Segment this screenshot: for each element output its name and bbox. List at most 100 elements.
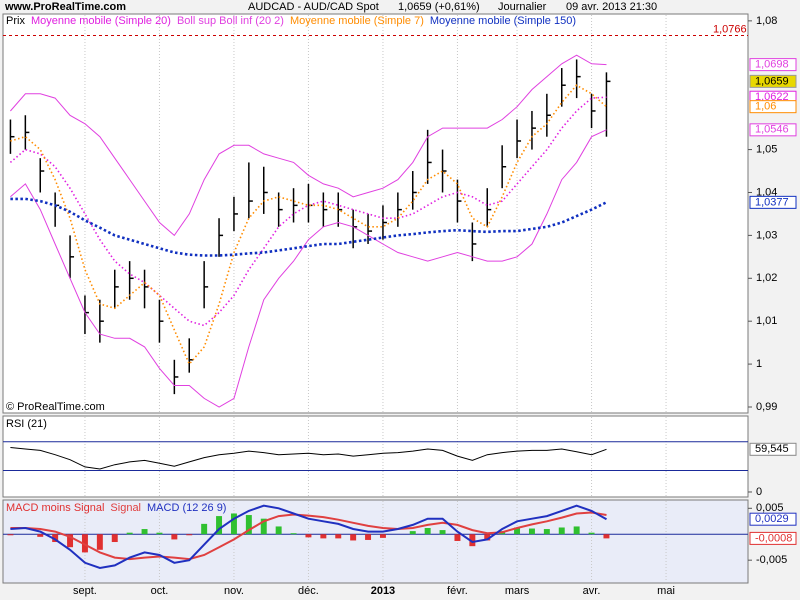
x-tick-label: 2013 <box>371 585 395 597</box>
histogram-bar <box>126 532 133 535</box>
histogram-bar <box>141 529 148 535</box>
legend-entry: Moyenne mobile (Simple 7) <box>290 15 424 27</box>
y-tick-label: 1,05 <box>756 143 777 155</box>
y-tick-label: 1 <box>756 358 762 370</box>
value-label: 1,0377 <box>755 196 789 208</box>
legend-entry: Moyenne mobile (Simple 20) <box>31 15 171 27</box>
x-tick-label: déc. <box>298 585 319 597</box>
x-tick-label: mai <box>657 585 675 597</box>
reference-label: 1,0766 <box>713 23 747 35</box>
value-label: -0,0008 <box>755 532 792 544</box>
histogram-bar <box>573 526 580 535</box>
legend-entry: Signal <box>110 502 141 514</box>
histogram-bar <box>156 532 163 535</box>
histogram-bar <box>52 534 59 543</box>
histogram-bar <box>365 534 372 540</box>
histogram-bar <box>81 534 88 553</box>
legend-entry: Prix <box>6 15 25 27</box>
macd-line <box>10 504 607 570</box>
histogram-bar <box>454 534 461 541</box>
legend-entry: MACD (12 26 9) <box>147 502 226 514</box>
y-tick-label: 0,99 <box>756 401 777 413</box>
y-tick-label: 0 <box>756 486 762 498</box>
histogram-bar <box>186 534 193 536</box>
histogram-bar <box>245 515 252 535</box>
x-tick-label: avr. <box>583 585 601 597</box>
value-label-box <box>749 74 797 88</box>
histogram-bar <box>290 533 297 535</box>
histogram-bar <box>216 516 223 535</box>
x-tick-label: oct. <box>151 585 169 597</box>
histogram-bar <box>350 534 357 541</box>
x-tick-label: sept. <box>73 585 97 597</box>
value-label-box <box>749 442 797 456</box>
y-tick-label: 1,08 <box>756 15 777 27</box>
value-label-box <box>749 195 797 209</box>
histogram-bar <box>469 534 476 547</box>
histogram-bar <box>603 534 610 539</box>
histogram-bar <box>588 532 595 535</box>
value-label-box <box>749 512 797 526</box>
moving-average <box>10 197 608 257</box>
histogram-bar <box>201 523 208 535</box>
histogram-bar <box>67 534 74 548</box>
rsi-panel <box>2 415 749 498</box>
histogram-bar <box>528 528 535 535</box>
value-label-box <box>749 531 797 545</box>
histogram-bar <box>335 534 342 539</box>
quote: 1,0659 (+0,61%) <box>398 1 480 13</box>
y-tick-label: 1,01 <box>756 315 777 327</box>
y-tick-label: -0,005 <box>756 554 787 566</box>
site: www.ProRealTime.com <box>4 1 126 13</box>
date: 09 avr. 2013 21:30 <box>566 1 657 13</box>
value-label: 59,545 <box>755 443 789 455</box>
histogram-bar <box>320 534 327 539</box>
copyright: © ProRealTime.com <box>6 401 105 413</box>
period: Journalier <box>498 1 547 13</box>
histogram-bar <box>558 527 565 535</box>
bollinger-lower <box>10 129 607 408</box>
value-label-box <box>749 123 797 137</box>
legend-entry: Moyenne mobile (Simple 150) <box>430 15 576 27</box>
histogram-bar <box>305 534 312 538</box>
value-label: 1,0546 <box>755 124 789 136</box>
histogram-bar <box>260 518 267 535</box>
value-label: 1,0622 <box>755 91 789 103</box>
value-label: 1,0698 <box>755 59 789 71</box>
histogram-bar <box>171 534 178 540</box>
x-tick-label: nov. <box>224 585 244 597</box>
histogram-bar <box>230 513 237 535</box>
histogram-bar <box>424 528 431 535</box>
moving-average <box>9 96 607 327</box>
macd-panel <box>2 499 749 584</box>
macd-line <box>10 511 607 561</box>
histogram-bar <box>7 534 14 536</box>
x-tick-label: févr. <box>447 585 468 597</box>
price-panel <box>2 13 749 414</box>
histogram-bar <box>484 534 491 541</box>
y-tick-label: 1,02 <box>756 272 777 284</box>
histogram-bar <box>379 534 386 538</box>
value-label: 0,0029 <box>755 513 789 525</box>
rsi-line <box>10 447 607 470</box>
bollinger-upper <box>10 54 607 237</box>
y-tick-label: 1,04 <box>756 186 777 198</box>
histogram-bar <box>514 527 521 535</box>
y-tick-label: 0,005 <box>756 502 784 514</box>
value-label-box <box>749 100 797 114</box>
legend-entry: MACD moins Signal <box>6 502 104 514</box>
chart-title: AUDCAD - AUD/CAD Spot <box>248 1 379 13</box>
y-tick-label: 1,03 <box>756 229 777 241</box>
x-tick-label: mars <box>505 585 530 597</box>
histogram-bar <box>543 529 550 535</box>
legend-entry: Boll sup Boll inf (20 2) <box>177 15 284 27</box>
value-label: 1,06 <box>755 101 776 113</box>
legend-entry: RSI (21) <box>6 418 47 430</box>
histogram-bar <box>409 531 416 535</box>
histogram-bar <box>439 530 446 535</box>
value-label-box <box>749 58 797 72</box>
histogram-bar <box>96 534 103 550</box>
histogram-bar <box>111 534 118 543</box>
histogram-bar <box>275 526 282 535</box>
